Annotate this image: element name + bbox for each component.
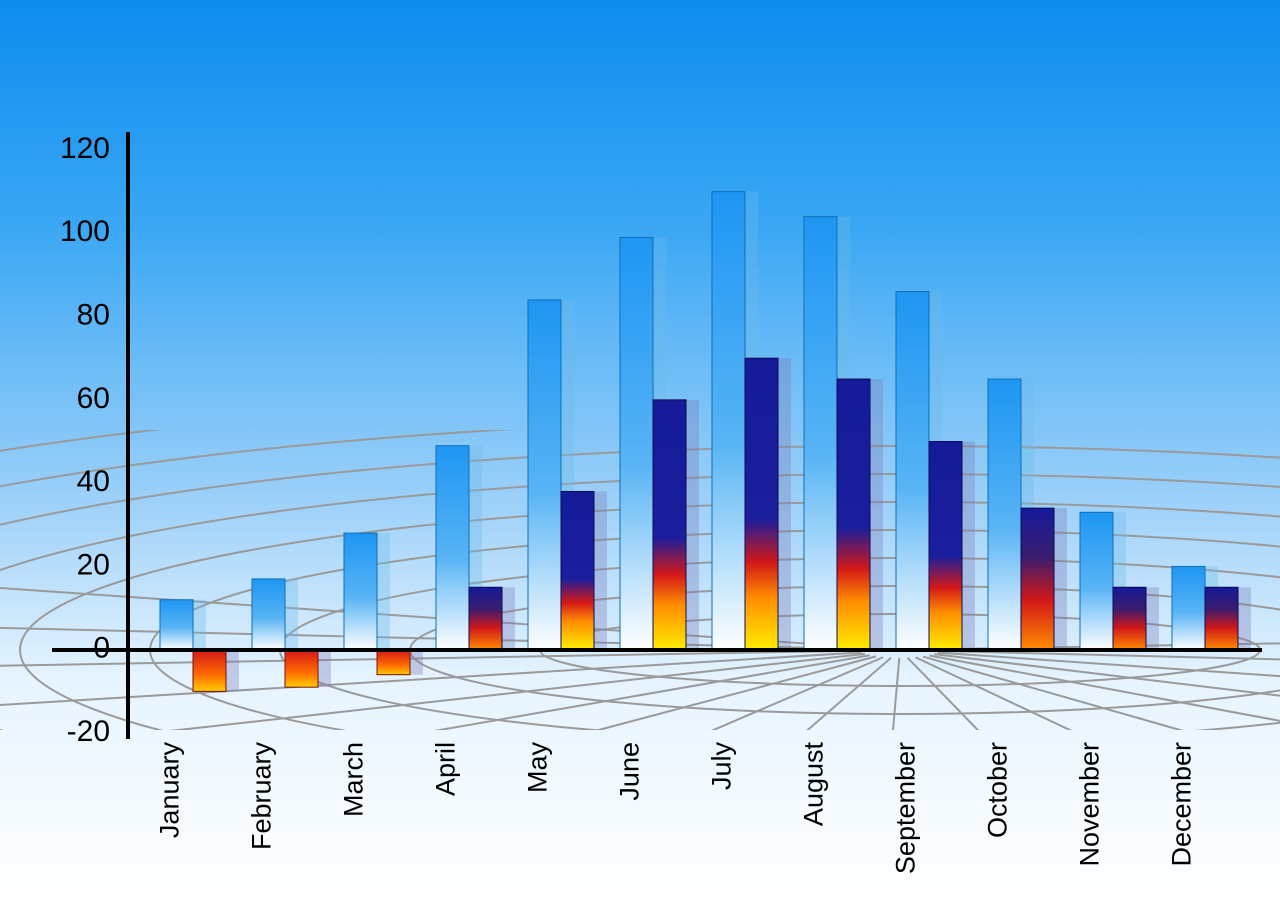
bar-secondary bbox=[561, 491, 594, 650]
bar-secondary bbox=[745, 358, 778, 650]
bar-primary bbox=[344, 533, 377, 650]
bar-secondary bbox=[377, 650, 410, 675]
x-tick-label: May bbox=[523, 742, 553, 794]
x-tick-label: December bbox=[1167, 742, 1197, 867]
bar-primary bbox=[1172, 566, 1205, 650]
bar-secondary bbox=[285, 650, 318, 687]
y-tick-label: 0 bbox=[93, 632, 110, 665]
x-tick-label: January bbox=[155, 742, 185, 839]
x-tick-label: April bbox=[431, 742, 461, 796]
bar-primary bbox=[712, 192, 745, 650]
x-tick-label: June bbox=[615, 742, 645, 801]
x-tick-label: September bbox=[891, 742, 921, 874]
x-tick-label: February bbox=[247, 742, 277, 851]
bar-primary bbox=[252, 579, 285, 650]
bar-primary bbox=[896, 292, 929, 650]
bar-secondary bbox=[653, 400, 686, 650]
y-tick-label: -20 bbox=[67, 715, 110, 748]
x-tick-label: November bbox=[1075, 742, 1105, 867]
y-tick-label: 80 bbox=[77, 298, 110, 331]
bar-primary bbox=[528, 300, 561, 650]
x-tick-label: July bbox=[707, 742, 737, 791]
chart-container: { "chart": { "type": "bar", "width_px": … bbox=[0, 0, 1280, 905]
bar-secondary bbox=[193, 650, 226, 691]
bar-primary bbox=[804, 217, 837, 650]
bar-secondary bbox=[837, 379, 870, 650]
bar-primary bbox=[620, 237, 653, 650]
bar-primary bbox=[436, 446, 469, 650]
bar-secondary bbox=[929, 442, 962, 651]
y-tick-label: 20 bbox=[77, 548, 110, 581]
bar-primary bbox=[1080, 512, 1113, 650]
bar-secondary bbox=[1205, 587, 1238, 650]
bar-secondary bbox=[1113, 587, 1146, 650]
bar-secondary bbox=[1021, 508, 1054, 650]
x-tick-label: August bbox=[799, 742, 829, 827]
bar-primary bbox=[160, 600, 193, 650]
bar-secondary bbox=[469, 587, 502, 650]
y-tick-label: 120 bbox=[60, 132, 110, 165]
y-tick-label: 100 bbox=[60, 215, 110, 248]
y-tick-label: 40 bbox=[77, 465, 110, 498]
chart-svg: -20 0 20 40 60 80 100 120 January February March A… bbox=[0, 0, 1280, 905]
x-tick-label: March bbox=[339, 742, 369, 817]
y-tick-label: 60 bbox=[77, 382, 110, 415]
bar-primary bbox=[988, 379, 1021, 650]
x-tick-label: October bbox=[983, 742, 1013, 838]
